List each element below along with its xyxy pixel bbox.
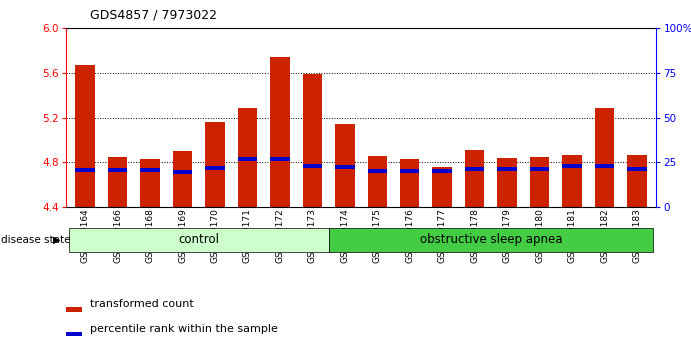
Bar xyxy=(562,164,582,168)
Bar xyxy=(400,159,419,207)
Bar xyxy=(530,167,549,171)
Bar xyxy=(238,157,257,161)
Bar xyxy=(173,171,192,175)
Bar xyxy=(69,228,329,252)
Bar xyxy=(205,122,225,207)
Bar xyxy=(173,151,192,207)
Bar xyxy=(303,164,322,168)
Text: disease state: disease state xyxy=(1,235,70,245)
Bar xyxy=(498,167,517,171)
Bar xyxy=(303,74,322,207)
Bar xyxy=(368,169,387,173)
Bar xyxy=(270,157,290,161)
Text: percentile rank within the sample: percentile rank within the sample xyxy=(91,324,278,334)
Text: ▶: ▶ xyxy=(53,235,60,245)
Bar xyxy=(66,307,82,312)
Text: obstructive sleep apnea: obstructive sleep apnea xyxy=(419,233,562,246)
Bar xyxy=(108,168,127,172)
Bar xyxy=(530,157,549,207)
Bar xyxy=(627,155,647,207)
Bar xyxy=(465,167,484,171)
Bar xyxy=(75,65,95,207)
Bar xyxy=(108,157,127,207)
Bar xyxy=(433,169,452,173)
Bar xyxy=(335,165,354,169)
Bar xyxy=(595,164,614,168)
Bar xyxy=(498,158,517,207)
Bar xyxy=(627,167,647,171)
Bar xyxy=(368,156,387,207)
Bar xyxy=(75,168,95,172)
Bar xyxy=(329,228,653,252)
Text: GDS4857 / 7973022: GDS4857 / 7973022 xyxy=(90,9,217,22)
Bar xyxy=(140,168,160,172)
Text: transformed count: transformed count xyxy=(91,299,194,309)
Bar xyxy=(66,332,82,336)
Bar xyxy=(400,169,419,173)
Bar xyxy=(270,57,290,207)
Bar xyxy=(140,159,160,207)
Bar xyxy=(238,108,257,207)
Bar xyxy=(335,124,354,207)
Text: control: control xyxy=(178,233,219,246)
Bar xyxy=(595,108,614,207)
Bar xyxy=(465,150,484,207)
Bar xyxy=(205,166,225,170)
Bar xyxy=(433,167,452,207)
Bar xyxy=(562,155,582,207)
